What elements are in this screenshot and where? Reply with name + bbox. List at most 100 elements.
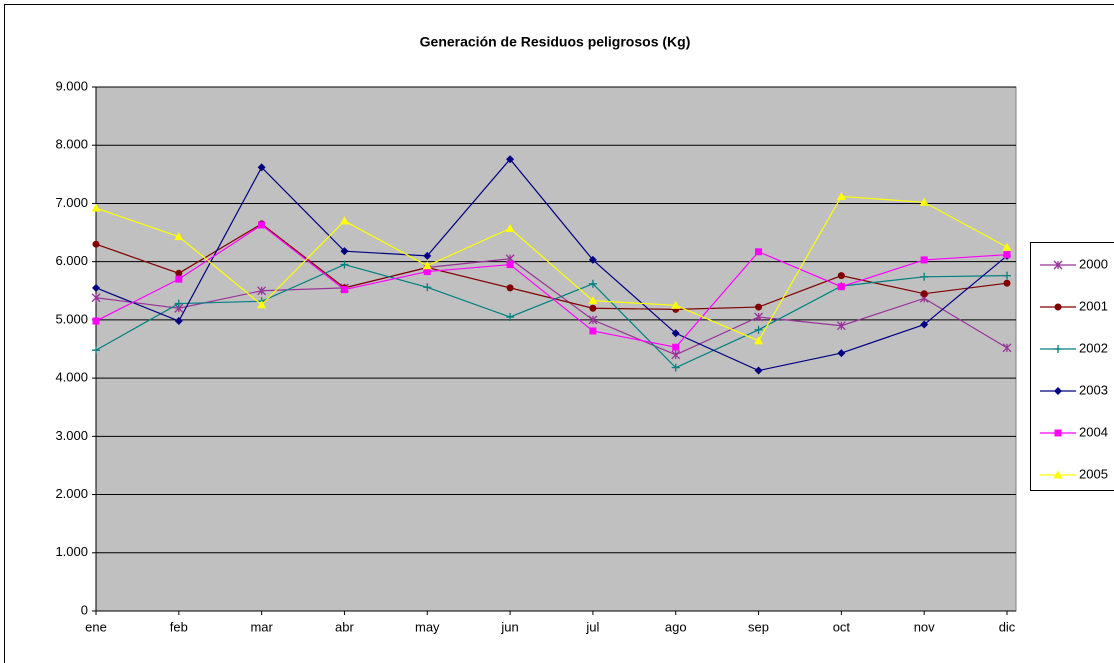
marker	[340, 286, 348, 294]
marker	[174, 299, 183, 308]
marker	[1002, 343, 1012, 353]
marker	[589, 304, 597, 312]
marker	[588, 296, 598, 305]
y-tick-label: 7.000	[55, 195, 88, 210]
marker	[506, 155, 515, 164]
chart-title: Generación de Residuos peligrosos (Kg)	[420, 34, 691, 50]
marker	[1003, 279, 1011, 287]
y-tick-label: 6.000	[55, 253, 88, 268]
marker	[92, 346, 100, 355]
x-tick-label: ene	[85, 619, 107, 634]
y-tick-label: 9.000	[55, 78, 88, 93]
marker	[506, 284, 514, 292]
series-line	[95, 158, 1008, 372]
marker	[754, 312, 764, 322]
marker	[91, 293, 101, 303]
marker	[1054, 345, 1062, 353]
marker	[92, 283, 100, 292]
series	[91, 191, 1012, 345]
y-tick-label: 5.000	[55, 311, 88, 326]
marker	[755, 248, 763, 256]
marker	[920, 290, 928, 298]
marker	[1054, 303, 1062, 311]
marker	[92, 240, 100, 248]
legend-label: 2003	[1079, 382, 1108, 397]
legend-label: 2004	[1079, 424, 1108, 439]
legend-label: 2005	[1079, 466, 1108, 481]
marker	[175, 269, 183, 277]
marker	[755, 303, 763, 311]
marker	[257, 300, 267, 309]
marker	[506, 261, 514, 269]
series	[92, 155, 1011, 375]
marker	[672, 343, 680, 351]
series-line	[95, 195, 1008, 342]
marker	[671, 329, 680, 338]
marker	[340, 260, 349, 269]
marker	[588, 279, 597, 288]
marker	[836, 191, 846, 200]
legend-label: 2002	[1079, 340, 1108, 355]
series	[92, 260, 1011, 372]
marker	[257, 163, 266, 172]
marker	[1054, 387, 1062, 395]
marker	[92, 317, 100, 325]
marker	[1002, 242, 1012, 251]
marker	[91, 203, 101, 212]
marker	[920, 272, 929, 281]
marker	[422, 261, 432, 270]
marker	[340, 247, 349, 256]
x-tick-label: ago	[665, 619, 687, 634]
y-tick-label: 2.000	[55, 486, 88, 501]
y-tick-label: 4.000	[55, 370, 88, 385]
marker	[919, 197, 929, 206]
marker	[837, 349, 846, 358]
series-line	[95, 224, 1008, 348]
marker	[837, 272, 845, 280]
marker	[754, 325, 763, 334]
marker	[754, 366, 763, 375]
marker	[920, 320, 929, 329]
y-tick-label: 1.000	[55, 544, 88, 559]
legend	[1030, 242, 1114, 491]
x-tick-label: nov	[914, 619, 935, 634]
marker	[175, 275, 183, 283]
x-tick-label: oct	[833, 619, 851, 634]
legend-label: 2001	[1079, 298, 1108, 313]
marker	[1053, 260, 1063, 270]
y-tick-label: 8.000	[55, 137, 88, 152]
x-tick-label: mar	[250, 619, 273, 634]
x-tick-label: abr	[335, 619, 354, 634]
x-tick-label: feb	[170, 619, 188, 634]
marker	[1054, 429, 1062, 437]
marker	[920, 256, 928, 264]
y-tick-label: 0	[81, 602, 88, 617]
marker	[589, 327, 597, 335]
marker	[671, 363, 680, 372]
marker	[1053, 470, 1063, 479]
marker	[754, 336, 764, 345]
x-tick-label: jul	[585, 619, 599, 634]
x-tick-label: jun	[500, 619, 518, 634]
marker	[423, 283, 432, 292]
marker	[588, 255, 597, 264]
marker	[588, 315, 598, 325]
marker	[174, 232, 184, 241]
x-tick-label: sep	[748, 619, 769, 634]
marker	[671, 350, 681, 360]
marker	[836, 321, 846, 331]
series	[92, 221, 1011, 351]
marker	[423, 251, 432, 260]
y-tick-label: 3.000	[55, 428, 88, 443]
marker	[174, 317, 183, 326]
marker	[506, 312, 515, 321]
marker	[837, 283, 845, 291]
marker	[423, 268, 431, 276]
marker	[339, 216, 349, 225]
marker	[671, 300, 681, 309]
x-tick-label: dic	[999, 619, 1016, 634]
plot-area	[95, 86, 1017, 612]
marker	[257, 286, 267, 296]
